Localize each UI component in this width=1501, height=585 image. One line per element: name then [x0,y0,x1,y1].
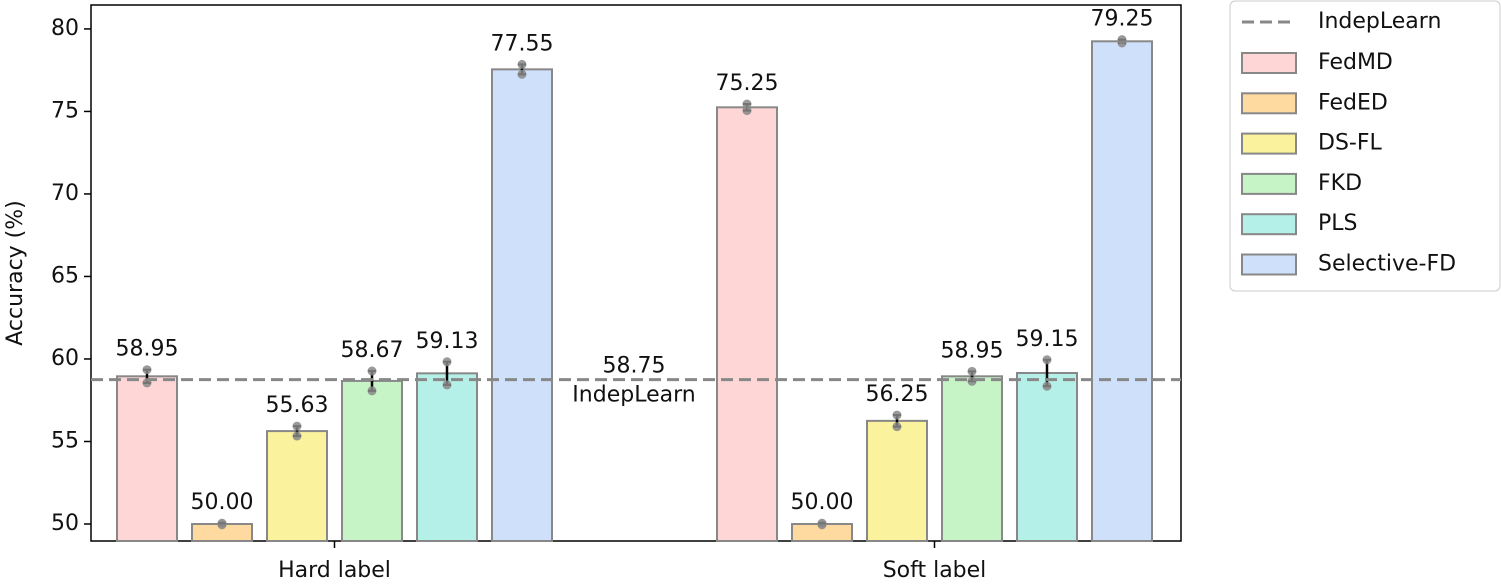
x-tick-label: Soft label [883,558,987,581]
point [217,518,227,528]
value-label: 59.15 [1016,327,1079,352]
y-tick-label: 80 [51,16,79,41]
point [892,410,902,420]
x-tick-label: Hard label [278,558,391,581]
point [517,69,527,79]
point [742,106,752,116]
point [442,357,452,367]
bar [1016,372,1078,542]
point [892,422,902,432]
y-tick-label: 75 [51,98,79,123]
legend-swatch [1241,92,1297,115]
legend-swatch [1241,213,1297,236]
bar [491,68,553,542]
bar [416,372,478,542]
legend-label: FKD [1318,171,1362,196]
bar [866,419,928,542]
y-tick-label: 50 [51,511,79,536]
plot-frame [90,4,1182,542]
point [442,380,452,390]
value-label: 50.00 [791,490,854,515]
y-tick-label: 65 [51,263,79,288]
point [817,518,827,528]
y-axis-label: Accuracy (%) [3,200,28,346]
reference-label: IndepLearn [572,383,695,408]
legend-swatch [1241,52,1297,74]
value-label: 50.00 [191,490,254,515]
reference-value: 58.75 [603,354,666,379]
bar [266,430,328,542]
value-label: 58.95 [941,338,1004,363]
bar [116,375,178,542]
point [967,366,977,376]
legend-label: IndepLearn [1318,9,1441,34]
point [142,365,152,375]
point [292,431,302,441]
y-tick-label: 55 [51,428,79,453]
point [517,59,527,69]
value-label: 58.67 [341,338,404,363]
value-label: 56.25 [866,382,929,407]
legend-swatch [1241,172,1297,195]
point [1042,381,1052,391]
value-label: 58.95 [116,337,179,362]
bar [341,379,403,543]
bar [941,375,1003,542]
point [742,99,752,109]
legend-swatch [1241,132,1297,155]
legend-frame [1229,0,1501,292]
value-label: 55.63 [266,393,329,418]
legend-label: Selective-FD [1318,252,1456,277]
legend-label: FedMD [1318,50,1393,75]
point [367,366,377,376]
legend-swatch [1241,253,1297,276]
value-label: 59.13 [416,329,479,354]
bar [1091,40,1153,542]
bar [716,106,778,542]
point [1117,35,1127,45]
point [1042,355,1052,365]
y-tick-label: 60 [51,346,79,371]
point [292,421,302,431]
value-label: 75.25 [716,71,779,96]
legend-label: PLS [1318,211,1358,236]
y-tick-label: 70 [51,181,79,206]
point [367,386,377,396]
legend-label: DS-FL [1318,131,1382,156]
legend-label: FedED [1318,90,1388,115]
value-label: 79.25 [1091,7,1154,32]
value-label: 77.55 [491,31,554,56]
